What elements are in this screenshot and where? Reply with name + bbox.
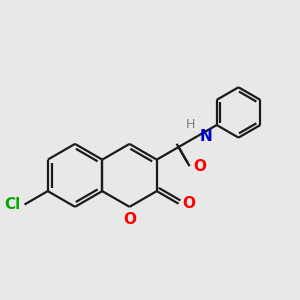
Text: Cl: Cl (4, 197, 20, 212)
Text: O: O (194, 159, 207, 174)
Text: O: O (123, 212, 136, 226)
Text: O: O (183, 196, 196, 211)
Text: H: H (186, 118, 195, 131)
Text: N: N (200, 128, 213, 143)
